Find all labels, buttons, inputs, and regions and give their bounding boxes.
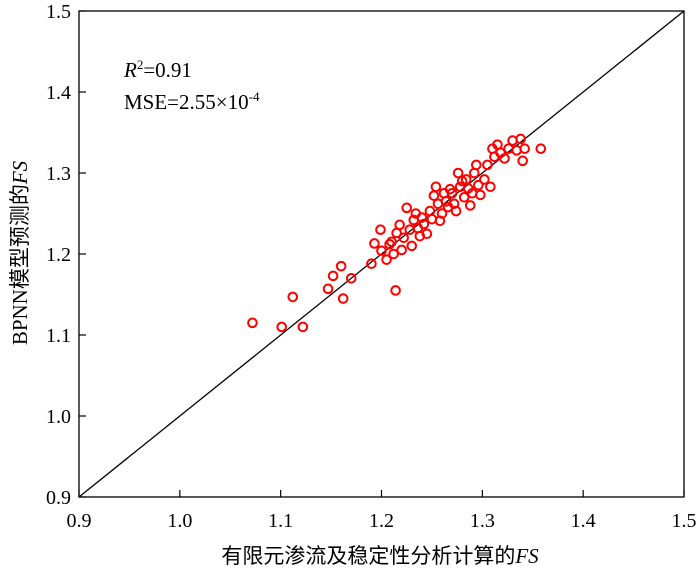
data-point [421,228,433,240]
mse-exponent: -4 [249,89,260,104]
data-point [473,179,484,191]
data-point [388,248,399,260]
y-tick-label: 1.0 [46,406,71,428]
data-point [499,153,510,164]
y-axis-title-text: BPNN模型预测的 [8,184,32,345]
x-tick-label: 1.4 [571,510,596,532]
mse-prefix: MSE=2.55×10 [124,90,249,114]
x-tick-labels: 0.9 1.0 1.1 1.2 1.3 1.4 1.5 [67,510,697,532]
data-point [327,270,339,282]
data-point [430,181,442,193]
data-point [475,189,486,201]
data-point [416,212,428,223]
data-point [381,254,392,265]
data-point [386,236,397,248]
data-point [515,133,526,145]
y-tick-label: 1.4 [46,82,71,104]
data-point [369,238,380,249]
data-point [535,143,547,154]
x-tick-label: 1.0 [167,510,192,532]
y-tick-label: 1.1 [46,325,71,347]
y-tick-label: 1.2 [46,244,71,266]
data-point [276,321,287,333]
data-point [406,240,418,252]
x-tick-label: 1.2 [369,510,394,532]
y-tick-label: 1.3 [46,163,71,185]
data-point [470,159,482,171]
data-point [345,273,357,284]
x-tick-label: 1.3 [470,510,495,532]
y-tick-labels: 0.9 1.0 1.1 1.2 1.3 1.4 1.5 [46,1,71,509]
data-point [337,293,349,304]
data-point [396,244,407,256]
x-axis-title: 有限元渗流及稳定性分析计算的FS [221,544,539,568]
data-point [366,258,377,270]
x-axis-title-fs: FS [514,544,539,568]
data-point [384,238,395,250]
data-point [479,174,490,185]
data-point [401,202,413,214]
data-point [398,232,409,244]
data-point [446,187,458,199]
data-point [335,260,347,272]
data-point [297,321,309,333]
data-point [458,192,470,203]
y-axis-title: BPNN模型预测的FS [8,160,32,345]
r-symbol: R [123,58,137,82]
data-point [519,143,530,154]
y-axis-title-fs: FS [8,160,32,185]
data-point [375,224,386,235]
data-point [376,245,387,257]
mse-annotation: MSE=2.55×10-4 [124,89,260,114]
plot-frame [78,10,685,498]
data-point [517,155,528,167]
x-tick-label: 1.1 [268,510,293,532]
data-points [247,133,547,333]
data-point [450,205,462,217]
data-point [394,219,405,231]
identity-line [78,10,685,498]
data-point [322,283,334,295]
data-point [390,285,401,296]
x-tick-label: 0.9 [67,510,92,532]
data-point [485,181,496,193]
x-axis-title-text: 有限元渗流及稳定性分析计算的 [221,544,515,568]
y-tick-label: 1.5 [46,1,71,23]
data-point [464,200,476,211]
y-tick-label: 0.9 [46,487,71,509]
x-tick-label: 1.5 [672,510,697,532]
data-point [482,159,493,171]
data-point [436,208,448,219]
r-superscript: 2 [137,57,144,72]
data-point [418,218,430,230]
data-point [452,167,464,179]
r-squared-annotation: R2=0.91 [123,57,192,82]
data-point [287,291,299,303]
r-squared-value: =0.91 [143,58,192,82]
data-point [247,317,258,329]
